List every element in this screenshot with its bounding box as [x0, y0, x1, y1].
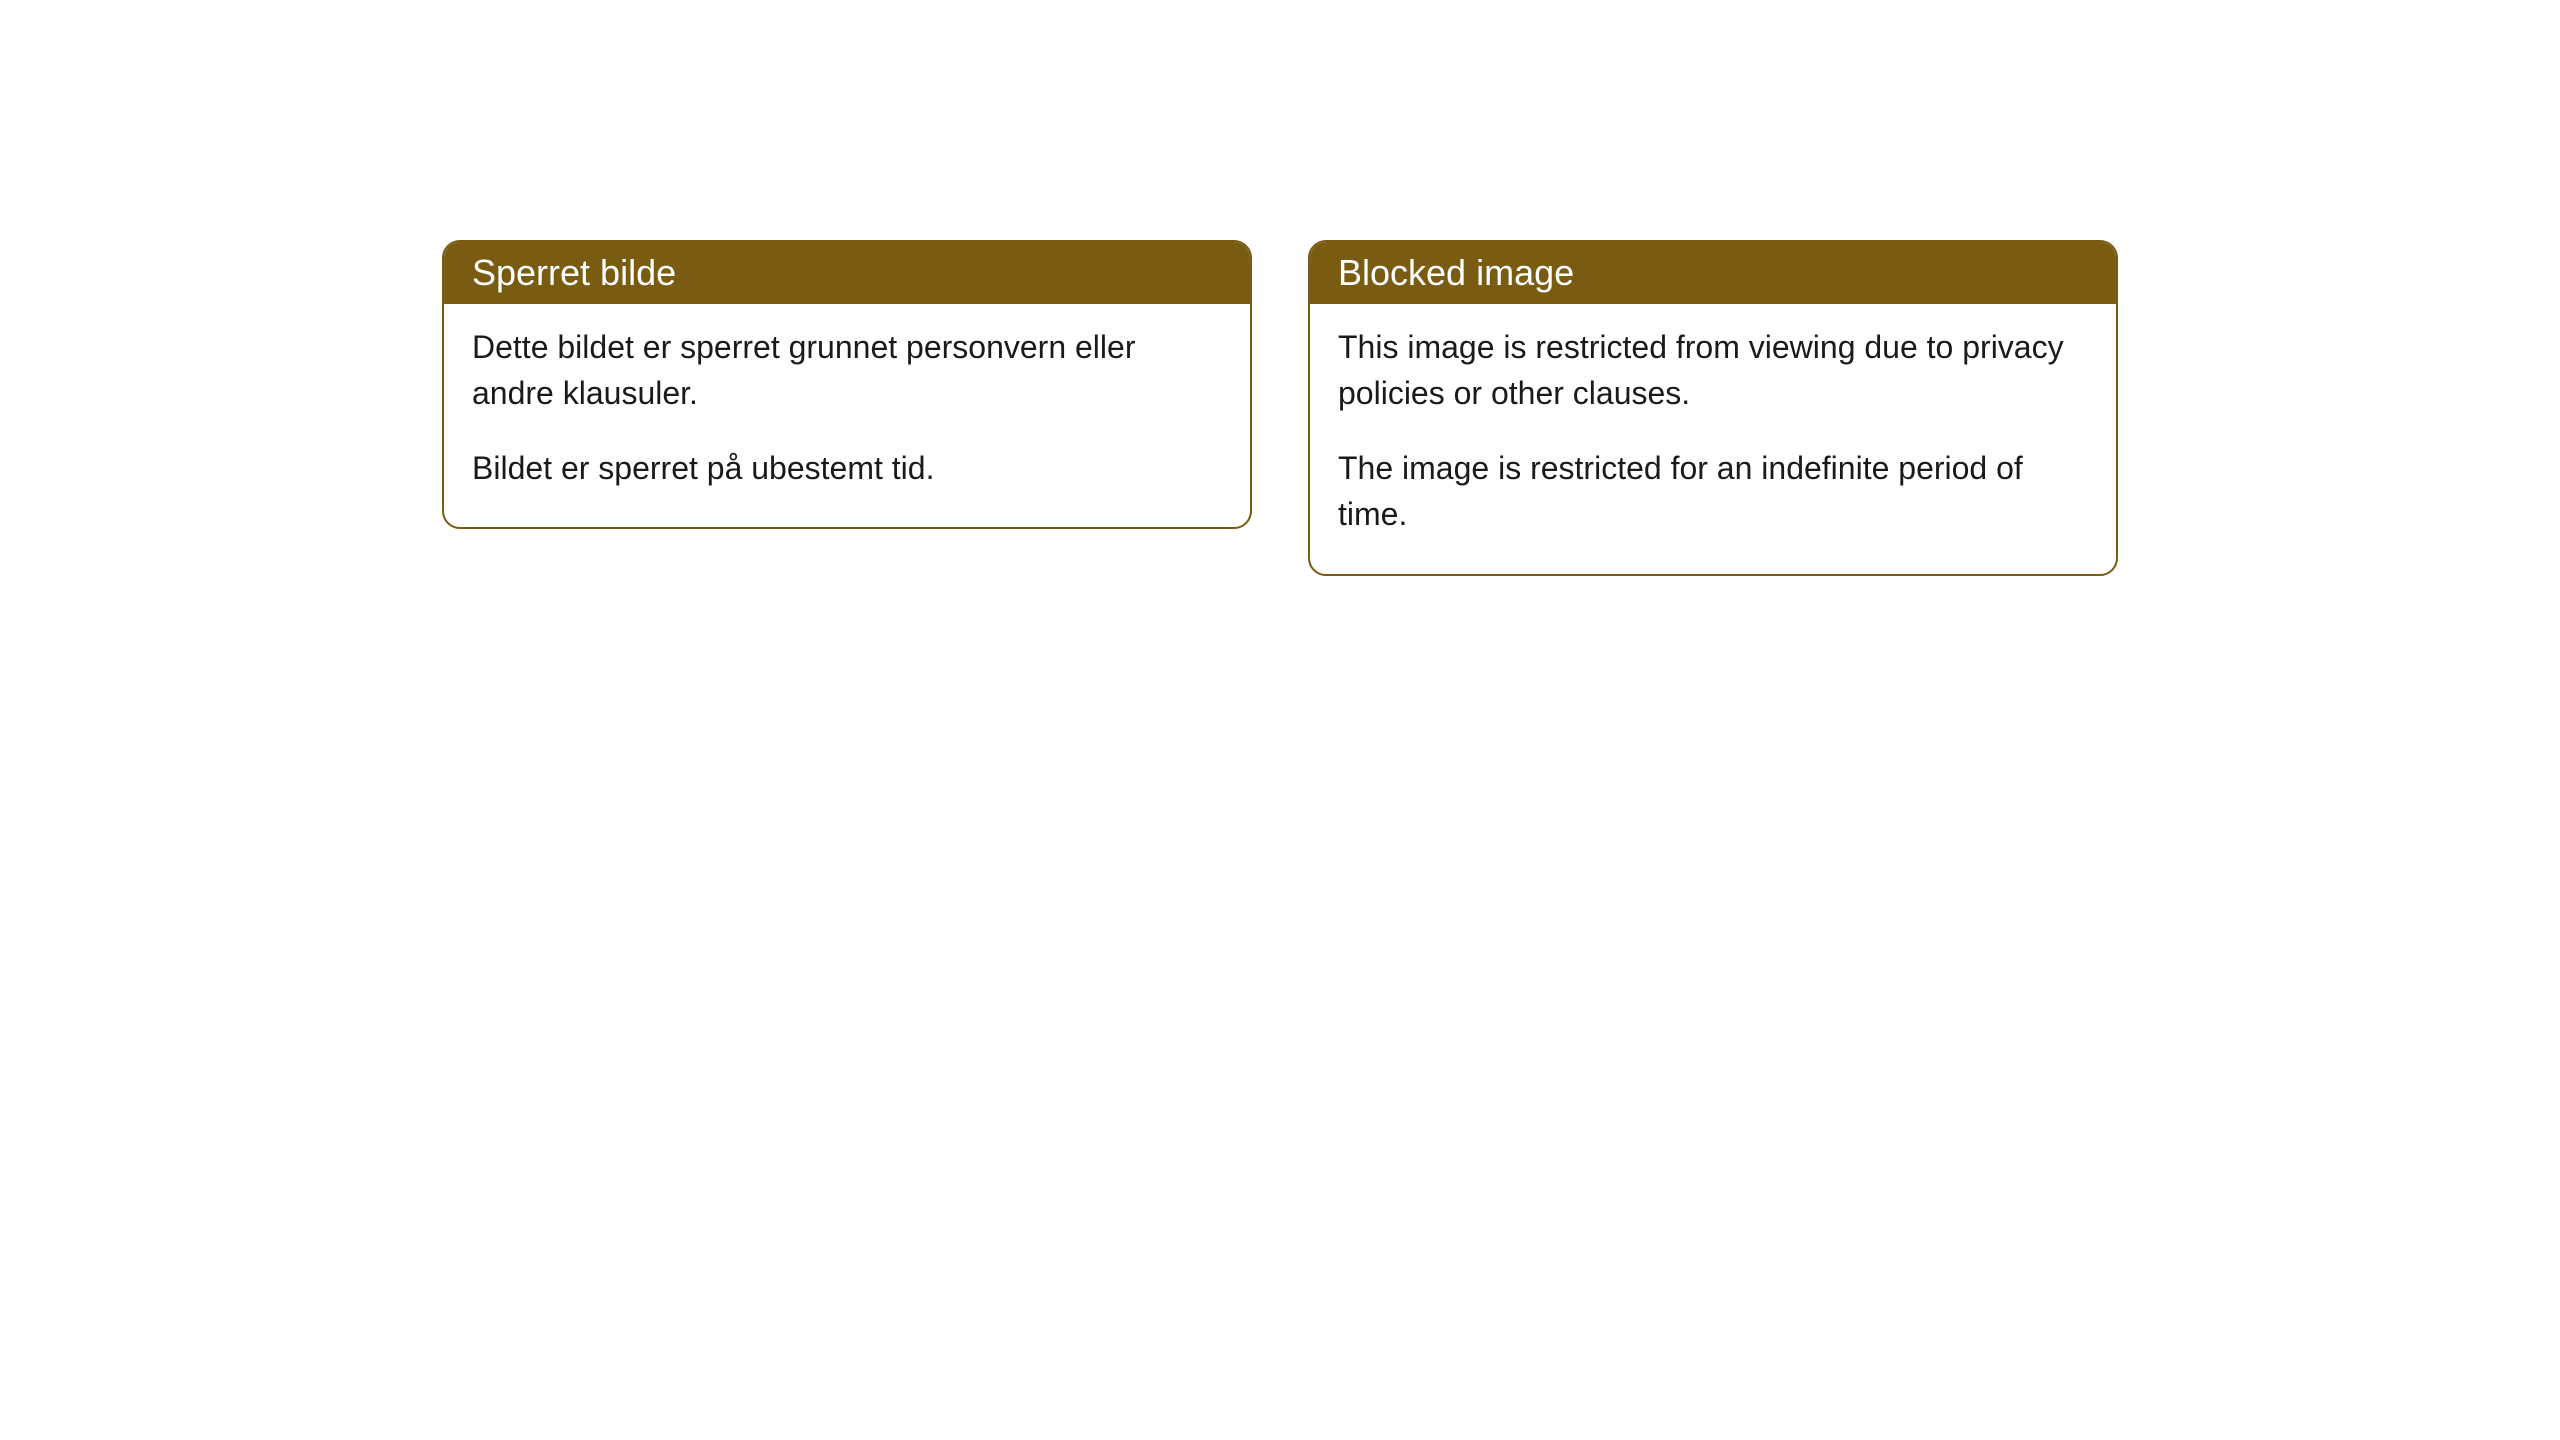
card-norwegian: Sperret bilde Dette bildet er sperret gr… — [442, 240, 1252, 529]
card-title: Blocked image — [1338, 252, 1574, 293]
card-paragraph: The image is restricted for an indefinit… — [1338, 445, 2088, 538]
card-body: Dette bildet er sperret grunnet personve… — [444, 304, 1250, 527]
cards-container: Sperret bilde Dette bildet er sperret gr… — [442, 240, 2118, 1440]
card-paragraph: Dette bildet er sperret grunnet personve… — [472, 324, 1222, 417]
card-header: Sperret bilde — [444, 242, 1250, 304]
card-body: This image is restricted from viewing du… — [1310, 304, 2116, 574]
card-paragraph: Bildet er sperret på ubestemt tid. — [472, 445, 1222, 491]
card-english: Blocked image This image is restricted f… — [1308, 240, 2118, 576]
card-paragraph: This image is restricted from viewing du… — [1338, 324, 2088, 417]
card-title: Sperret bilde — [472, 252, 676, 293]
card-header: Blocked image — [1310, 242, 2116, 304]
